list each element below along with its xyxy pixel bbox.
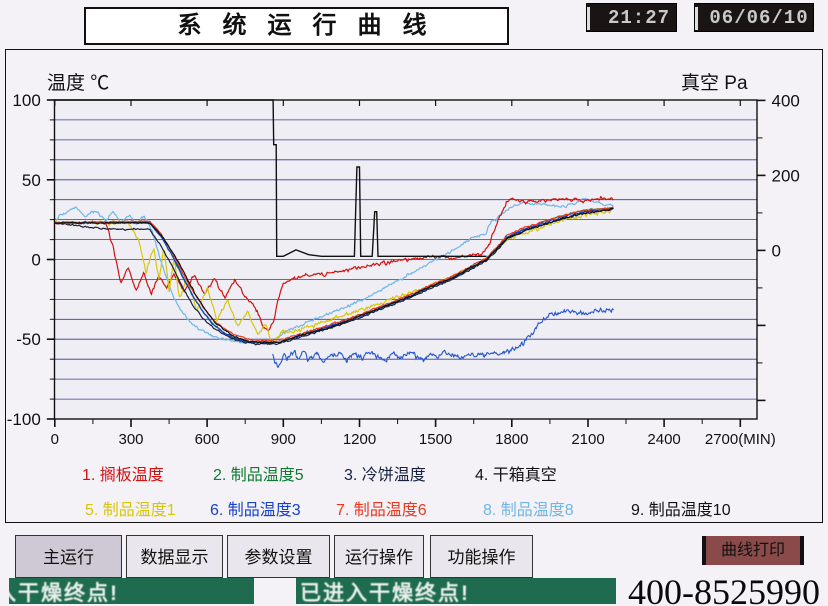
svg-text:0: 0	[51, 431, 59, 448]
svg-text:0: 0	[31, 251, 40, 270]
svg-text:100: 100	[12, 91, 40, 110]
svg-text:-50: -50	[16, 330, 41, 349]
svg-text:200: 200	[772, 166, 800, 185]
svg-text:2700(MIN): 2700(MIN)	[705, 431, 776, 448]
svg-text:2100: 2100	[571, 431, 604, 448]
svg-text:-100: -100	[7, 410, 41, 429]
svg-text:900: 900	[271, 431, 296, 448]
svg-text:1500: 1500	[419, 431, 452, 448]
svg-text:300: 300	[118, 431, 143, 448]
svg-text:400: 400	[772, 91, 800, 110]
svg-text:50: 50	[22, 171, 41, 190]
svg-text:600: 600	[195, 431, 220, 448]
svg-text:2400: 2400	[647, 431, 680, 448]
svg-text:0: 0	[772, 241, 781, 260]
svg-text:1800: 1800	[495, 431, 528, 448]
svg-text:1200: 1200	[343, 431, 376, 448]
